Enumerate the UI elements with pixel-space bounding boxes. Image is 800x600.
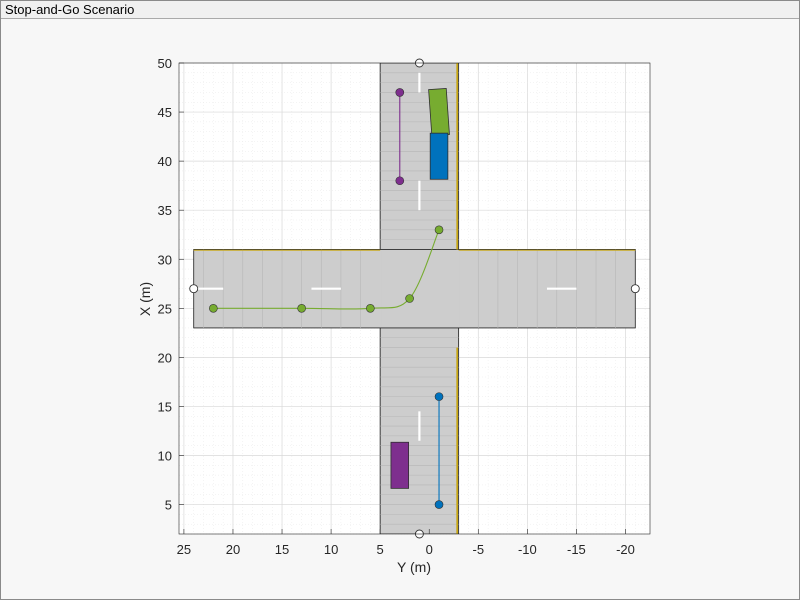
trajectories (209, 88, 444, 509)
x-tick-label: 10 (324, 542, 338, 557)
x-tick-label: 15 (275, 542, 289, 557)
figure-area: 25 20 15 10 5 0 -5 -10 -15 -20 5 10 15 20 25 30 35 40 45 5… (1, 19, 799, 599)
waypoint-marker[interactable] (405, 294, 414, 303)
ego-vehicle[interactable] (428, 88, 450, 137)
x-tick-label: 0 (426, 542, 433, 557)
waypoint-marker[interactable] (434, 225, 444, 235)
y-tick-label: 15 (158, 399, 172, 414)
y-tick-label: 40 (158, 154, 172, 169)
y-axis-ticks: 5 10 15 20 25 30 35 40 45 50 (158, 56, 184, 513)
y-tick-label: 10 (158, 449, 172, 464)
road-endpoint-handle[interactable] (630, 284, 640, 294)
plot-axes-box (178, 62, 651, 535)
y-tick-label: 30 (158, 252, 172, 267)
road-join (379, 250, 382, 328)
x-tick-label: 25 (177, 542, 191, 557)
waypoint-marker[interactable] (209, 304, 218, 313)
purple-vehicle[interactable] (390, 441, 410, 489)
x-tick-label: -15 (567, 542, 586, 557)
y-tick-label: 20 (158, 350, 172, 365)
blue-vehicle[interactable] (429, 132, 449, 180)
waypoint-marker[interactable] (366, 304, 375, 313)
y-axis-label: X (m) (137, 282, 153, 316)
y-tick-label: 45 (158, 105, 172, 120)
road-endpoint-handle[interactable] (189, 284, 199, 294)
intersection-area (380, 250, 459, 328)
waypoint-marker[interactable] (434, 392, 444, 401)
x-tick-label: -20 (616, 542, 635, 557)
x-tick-label: 5 (377, 542, 384, 557)
x-tick-label: -5 (473, 542, 485, 557)
road-join (457, 250, 460, 328)
y-tick-label: 5 (165, 498, 172, 513)
waypoint-marker[interactable] (395, 88, 405, 97)
waypoint-marker[interactable] (395, 176, 405, 186)
vehicles[interactable] (390, 88, 450, 489)
title-bar: Stop-and-Go Scenario (1, 1, 799, 19)
window-title: Stop-and-Go Scenario (5, 2, 135, 17)
x-axis-label: Y (m) (397, 559, 431, 575)
waypoint-marker[interactable] (297, 304, 306, 313)
x-tick-label: -10 (518, 542, 537, 557)
driving-scenario-plot[interactable]: 25 20 15 10 5 0 -5 -10 -15 -20 510152025303540455… (1, 19, 799, 599)
y-tick-label: 35 (158, 203, 172, 218)
x-tick-label: 20 (226, 542, 240, 557)
x-axis-ticks: 25 20 15 10 5 0 -5 -10 -15 -20 (177, 529, 635, 557)
y-tick-label: 25 (158, 301, 172, 316)
waypoint-marker[interactable] (434, 500, 444, 509)
y-tick-label: 50 (158, 56, 172, 71)
